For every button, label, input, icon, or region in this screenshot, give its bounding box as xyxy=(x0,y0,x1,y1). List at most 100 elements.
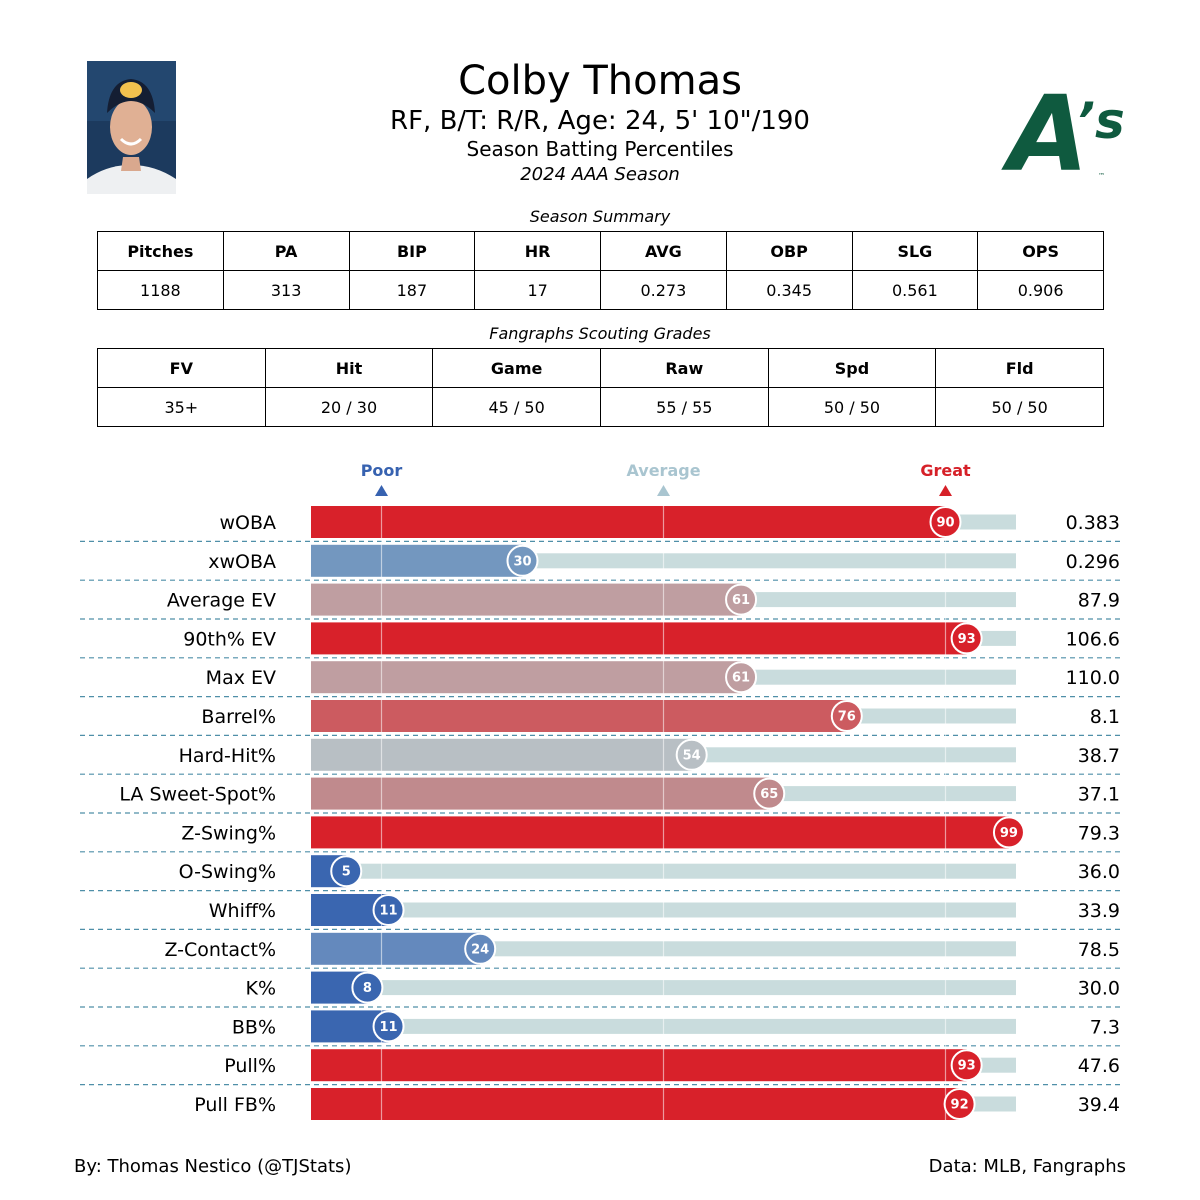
author-credit: By: Thomas Nestico (@TJStats) xyxy=(74,1156,352,1177)
percentile-marker xyxy=(929,506,962,538)
percentile-bar-chart: wOBA 0.383 xwOBA 0.296 Average EV 87.9 90th% E… xyxy=(80,461,1120,1120)
metric-label: Z-Contact% xyxy=(164,939,276,961)
percentile-marker xyxy=(351,971,384,1004)
percentile-label: 8 xyxy=(363,981,372,996)
metric-value: 38.7 xyxy=(1078,745,1120,767)
table-cell: 1188 xyxy=(97,270,224,310)
percentile-bar xyxy=(311,816,1009,849)
percentile-label: 93 xyxy=(958,632,976,647)
metric-value: 47.6 xyxy=(1078,1055,1120,1077)
percentile-bar xyxy=(311,544,523,577)
percentile-bar xyxy=(311,583,742,616)
metric-label: LA Sweet-Spot% xyxy=(119,784,276,806)
percentile-label: 99 xyxy=(1000,826,1018,841)
percentile-marker xyxy=(753,777,786,810)
metric-value: 0.383 xyxy=(1066,512,1120,534)
metric-value: 110.0 xyxy=(1066,667,1120,689)
summary-caption: Season Summary xyxy=(529,207,671,226)
table-header: FV xyxy=(97,348,266,388)
table-header-row: Pitches PA BIP HR AVG OBP SLG OPS xyxy=(97,231,1104,271)
percentile-label: 54 xyxy=(683,748,701,763)
table-cell: 20 / 30 xyxy=(264,387,434,427)
percentile-bar xyxy=(311,661,742,694)
season-label: 2024 AAA Season xyxy=(520,164,680,185)
percentile-bar xyxy=(311,777,770,810)
metric-label: O-Swing% xyxy=(179,861,276,883)
metric-label: Whiff% xyxy=(209,900,276,922)
table-cell: 17 xyxy=(474,270,601,310)
metric-label: Max EV xyxy=(206,667,276,689)
percentile-marker xyxy=(725,583,758,616)
metric-label: xwOBA xyxy=(208,551,276,573)
team-logo: A ’s ™ xyxy=(1001,73,1125,184)
metric-label: K% xyxy=(245,978,276,1000)
percentile-label: 11 xyxy=(380,904,398,919)
table-cell: 0.561 xyxy=(851,270,979,310)
table-cell: 35+ xyxy=(97,387,266,427)
percentile-bar xyxy=(311,932,481,965)
percentile-bar xyxy=(311,622,967,655)
table-header: Fld xyxy=(935,348,1104,388)
metric-value: 106.6 xyxy=(1066,628,1120,650)
table-header: Spd xyxy=(767,348,937,388)
player-bio: RF, B/T: R/R, Age: 24, 5' 10"/190 xyxy=(390,106,810,136)
percentile-marker xyxy=(675,738,708,771)
percentile-marker xyxy=(992,816,1025,849)
table-cell: 187 xyxy=(348,270,476,310)
player-headshot xyxy=(87,61,176,194)
metric-label: wOBA xyxy=(219,512,276,534)
percentile-label: 65 xyxy=(760,787,778,802)
percentile-label: 5 xyxy=(342,865,351,880)
table-cell: 313 xyxy=(222,270,350,310)
percentile-marker xyxy=(506,544,539,577)
percentile-bar xyxy=(311,1049,967,1082)
table-cell: 50 / 50 xyxy=(767,387,937,427)
metric-value: 0.296 xyxy=(1066,551,1120,573)
scale-marker-label: Great xyxy=(920,461,971,480)
season-summary-table: Pitches PA BIP HR AVG OBP SLG OPS 1188 3… xyxy=(97,231,1104,310)
percentile-marker xyxy=(950,1049,983,1082)
table-cell: 45 / 50 xyxy=(432,387,601,427)
metric-value: 87.9 xyxy=(1078,590,1120,612)
table-header: Game xyxy=(432,348,601,388)
metric-label: Barrel% xyxy=(201,706,276,728)
logo-trademark: ™ xyxy=(1098,172,1105,180)
player-name: Colby Thomas xyxy=(458,58,742,104)
metric-value: 30.0 xyxy=(1078,978,1120,1000)
grades-caption: Fangraphs Scouting Grades xyxy=(489,324,711,343)
metric-value: 36.0 xyxy=(1078,861,1120,883)
metric-label: Pull% xyxy=(224,1055,276,1077)
table-header: OBP xyxy=(725,231,853,271)
metric-value: 78.5 xyxy=(1078,939,1120,961)
percentile-label: 61 xyxy=(732,593,750,608)
logo-letter: A xyxy=(1001,73,1089,184)
table-header: HR xyxy=(474,231,601,271)
metric-label: Hard-Hit% xyxy=(179,745,276,767)
table-cell: 0.345 xyxy=(725,270,853,310)
scale-marker-label: Average xyxy=(626,461,700,480)
percentile-marker xyxy=(950,622,983,655)
table-row: 35+ 20 / 30 45 / 50 55 / 55 50 / 50 50 /… xyxy=(97,387,1104,427)
percentile-marker xyxy=(330,855,363,888)
table-header: Hit xyxy=(264,348,434,388)
percentile-marker xyxy=(725,661,758,694)
metric-value: 37.1 xyxy=(1078,784,1120,806)
percentile-bar xyxy=(311,738,692,771)
metric-label: BB% xyxy=(232,1016,276,1038)
scale-marker-triangle xyxy=(657,485,670,496)
percentile-label: 61 xyxy=(732,671,750,686)
metric-value: 39.4 xyxy=(1078,1094,1120,1116)
percentile-marker xyxy=(372,894,405,926)
metric-value: 79.3 xyxy=(1078,822,1120,844)
scouting-grades-table: FV Hit Game Raw Spd Fld 35+ 20 / 30 45 /… xyxy=(97,348,1104,427)
table-header: Pitches xyxy=(97,231,224,271)
percentile-label: 93 xyxy=(958,1059,976,1074)
table-header: Raw xyxy=(599,348,769,388)
table-header-row: FV Hit Game Raw Spd Fld xyxy=(97,348,1104,388)
table-cell: 0.273 xyxy=(600,270,727,310)
metric-value: 33.9 xyxy=(1078,900,1120,922)
percentile-marker xyxy=(372,1010,405,1043)
metric-label: Pull FB% xyxy=(194,1094,276,1116)
percentile-bar xyxy=(311,700,847,732)
percentile-marker xyxy=(830,700,863,732)
